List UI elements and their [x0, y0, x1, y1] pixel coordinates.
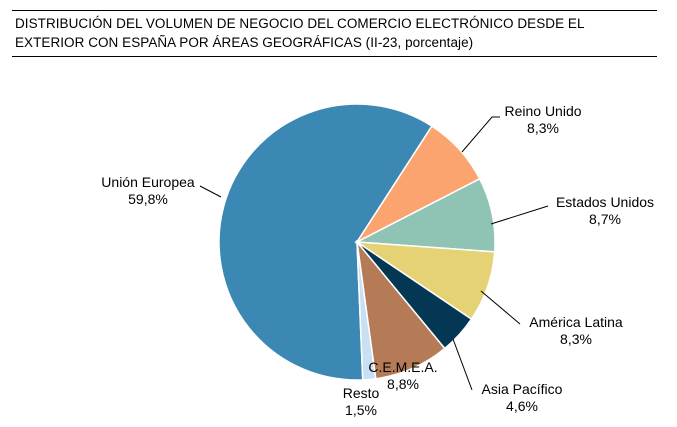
slice-value-label-5: 4,6% [506, 398, 538, 414]
title-line-2: EXTERIOR CON ESPAÑA POR ÁREAS GEOGRÁFICA… [15, 35, 474, 50]
pie-slice-7 [356, 241, 377, 381]
slice-label-7: Resto [343, 385, 380, 401]
slice-label-4: América Latina [529, 314, 623, 330]
leader-line-4 [480, 290, 521, 325]
slice-value-label-7: 1,5% [345, 402, 377, 418]
slice-label-5: Asia Pacífico [482, 381, 563, 397]
slice-value-label-1: 59,8% [128, 191, 168, 207]
slice-label-2: Reino Unido [504, 103, 581, 119]
slice-label-6: C.E.M.E.A. [368, 359, 437, 375]
leader-line-5 [452, 338, 473, 391]
leader-line-3 [490, 205, 549, 225]
slice-value-label-3: 8,7% [589, 211, 621, 227]
slice-value-label-6: 8,8% [387, 376, 419, 392]
leader-line-2 [461, 116, 500, 153]
slice-label-3: Estados Unidos [556, 194, 654, 210]
slice-label-1: Unión Europea [101, 174, 195, 190]
pie-slice-1 [218, 103, 433, 381]
slice-value-label-4: 8,3% [560, 331, 592, 347]
leader-line-1 [199, 185, 222, 198]
chart-title: DISTRIBUCIÓN DEL VOLUMEN DE NEGOCIO DEL … [12, 10, 657, 57]
title-line-1: DISTRIBUCIÓN DEL VOLUMEN DE NEGOCIO DEL … [15, 16, 585, 31]
slice-value-label-2: 8,3% [527, 120, 559, 136]
